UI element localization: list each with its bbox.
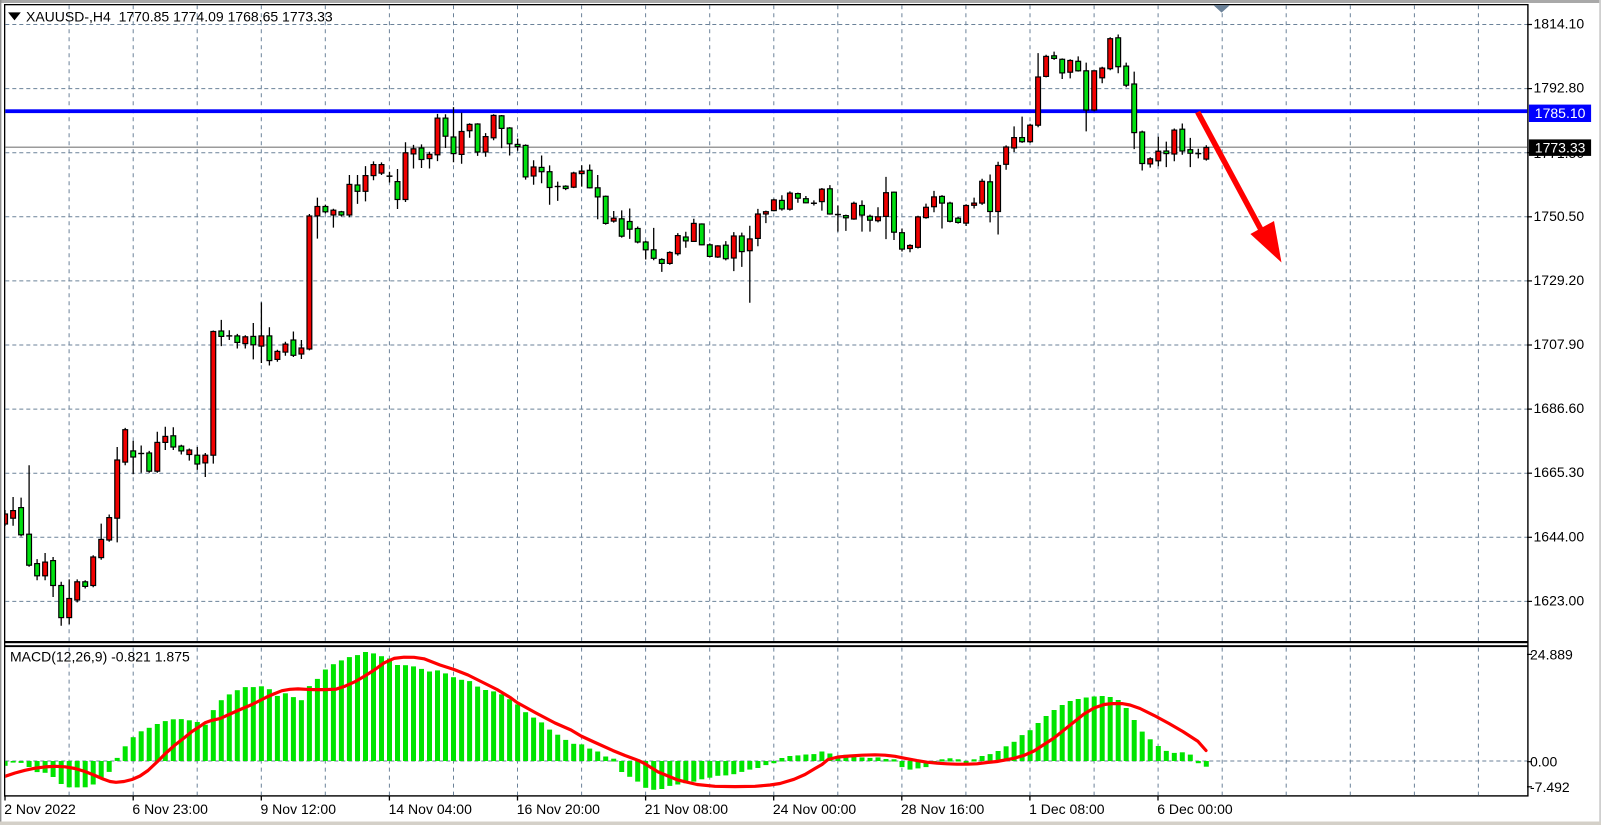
svg-text:1814.10: 1814.10 [1534,16,1585,32]
svg-text:1729.20: 1729.20 [1534,272,1585,288]
svg-text:0.00: 0.00 [1530,754,1557,770]
svg-text:1623.00: 1623.00 [1534,592,1585,608]
svg-text:1707.90: 1707.90 [1534,336,1585,352]
svg-text:1750.50: 1750.50 [1534,208,1585,224]
svg-text:XAUUSD-,H4 1770.85 1774.09 17: XAUUSD-,H4 1770.85 1774.09 1768.65 1773.… [26,9,333,25]
svg-text:9 Nov 12:00: 9 Nov 12:00 [261,801,337,817]
svg-text:21 Nov 08:00: 21 Nov 08:00 [645,801,728,817]
svg-text:14 Nov 04:00: 14 Nov 04:00 [389,801,472,817]
svg-text:1773.33: 1773.33 [1535,139,1586,155]
svg-text:2 Nov 2022: 2 Nov 2022 [4,801,76,817]
svg-text:6 Dec 00:00: 6 Dec 00:00 [1157,801,1233,817]
svg-text:1792.80: 1792.80 [1534,80,1585,96]
svg-text:1785.10: 1785.10 [1535,105,1586,121]
svg-text:6 Nov 23:00: 6 Nov 23:00 [132,801,208,817]
svg-text:24.889: 24.889 [1530,646,1573,662]
svg-text:24 Nov 00:00: 24 Nov 00:00 [773,801,856,817]
svg-text:28 Nov 16:00: 28 Nov 16:00 [901,801,984,817]
svg-text:1 Dec 08:00: 1 Dec 08:00 [1029,801,1105,817]
svg-text:MACD(12,26,9) -0.821 1.875: MACD(12,26,9) -0.821 1.875 [10,649,190,665]
svg-text:1686.60: 1686.60 [1534,400,1585,416]
svg-text:1665.30: 1665.30 [1534,464,1585,480]
svg-text:1644.00: 1644.00 [1534,528,1585,544]
svg-text:-7.492: -7.492 [1530,779,1570,795]
svg-text:16 Nov 20:00: 16 Nov 20:00 [517,801,600,817]
